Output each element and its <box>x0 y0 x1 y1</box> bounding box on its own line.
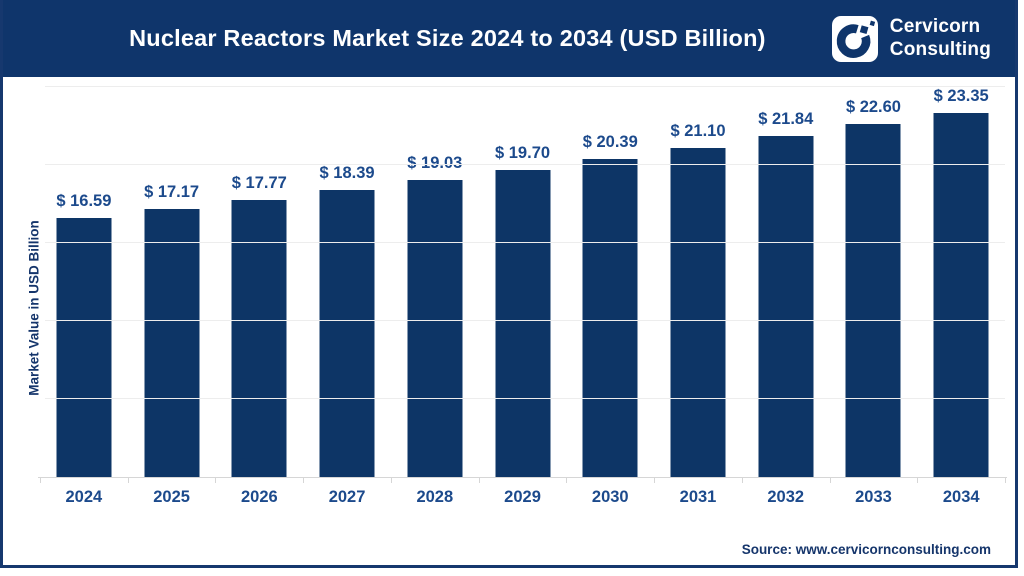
bar-series: $ 16.59 2024 $ 17.17 2025 $ 17.77 2026 $ 18.39… <box>40 86 1005 506</box>
x-axis-tick <box>40 477 41 483</box>
brand-name: Cervicorn Consulting <box>890 16 991 61</box>
data-label-2028: $ 19.03 <box>407 154 463 173</box>
bar-column-2025: $ 17.17 2025 <box>128 87 216 506</box>
bar-2032 <box>758 136 814 477</box>
data-label-2032: $ 21.84 <box>758 110 814 129</box>
source-text: Source: www.cervicornconsulting.com <box>741 542 991 557</box>
x-axis-tick <box>215 477 217 483</box>
x-axis-tick <box>303 477 305 483</box>
bar-column-2033: $ 22.60 2033 <box>830 87 918 506</box>
x-axis-tick <box>478 477 480 483</box>
x-tick-label-2030: 2030 <box>591 488 629 506</box>
cervicorn-logo-icon <box>831 15 878 62</box>
bar-column-2031: $ 21.10 2031 <box>654 87 742 506</box>
chart-title: Nuclear Reactors Market Size 2024 to 203… <box>129 25 766 51</box>
x-axis-line <box>38 477 1007 478</box>
x-tick-label-2028: 2028 <box>416 488 454 506</box>
bar-2026 <box>231 199 287 477</box>
gridline <box>45 164 1005 165</box>
data-label-2025: $ 17.17 <box>144 183 200 202</box>
x-axis-tick <box>741 477 743 483</box>
data-label-2026: $ 17.77 <box>231 173 287 192</box>
data-label-2030: $ 20.39 <box>582 132 638 151</box>
plot-area: $ 16.59 2024 $ 17.17 2025 $ 17.77 2026 $ 18.39… <box>38 86 1007 506</box>
gridline <box>45 86 1005 87</box>
bar-column-2030: $ 20.39 2030 <box>566 87 654 506</box>
bar-column-2028: $ 19.03 2028 <box>391 87 479 506</box>
x-tick-label-2029: 2029 <box>504 488 541 506</box>
x-axis-tick <box>127 477 129 483</box>
bar-column-2029: $ 19.70 2029 <box>479 87 567 506</box>
bar-2031 <box>670 147 726 477</box>
data-label-2024: $ 16.59 <box>56 192 112 211</box>
x-axis-tick <box>829 477 831 483</box>
x-tick-label-2027: 2027 <box>328 488 366 506</box>
bar-2030 <box>582 158 638 477</box>
bar-column-2027: $ 18.39 2027 <box>303 87 391 506</box>
x-tick-label-2026: 2026 <box>240 488 278 506</box>
gridline <box>45 242 1005 243</box>
bar-2025 <box>144 209 200 477</box>
bar-column-2032: $ 21.84 2032 <box>742 87 830 506</box>
x-axis-tick <box>654 477 656 483</box>
data-label-2027: $ 18.39 <box>319 164 375 183</box>
x-axis-tick <box>1005 477 1006 483</box>
data-label-2029: $ 19.70 <box>495 143 551 162</box>
data-label-2034: $ 23.35 <box>933 86 989 105</box>
bar-column-2034: $ 23.35 2034 <box>917 86 1005 506</box>
gridline <box>45 320 1005 321</box>
bar-2024 <box>56 218 112 477</box>
bar-2034 <box>933 112 989 477</box>
bar-2033 <box>845 124 901 477</box>
data-label-2033: $ 22.60 <box>845 98 901 117</box>
x-tick-label-2024: 2024 <box>65 488 103 506</box>
x-tick-label-2025: 2025 <box>153 488 190 506</box>
bar-2027 <box>319 190 375 477</box>
bar-2028 <box>407 180 463 477</box>
bar-column-2024: $ 16.59 2024 <box>40 87 128 506</box>
x-tick-label-2032: 2032 <box>767 488 805 506</box>
brand-logo: Cervicorn Consulting <box>831 15 991 62</box>
header-banner: Nuclear Reactors Market Size 2024 to 203… <box>3 0 1015 77</box>
bar-2029 <box>495 169 551 477</box>
brand-name-line1: Cervicorn <box>889 16 981 38</box>
brand-name-line2: Consulting <box>889 38 991 60</box>
x-axis-tick <box>390 477 392 483</box>
x-axis-tick <box>917 477 919 483</box>
x-tick-label-2031: 2031 <box>679 488 717 506</box>
x-tick-label-2034: 2034 <box>942 488 980 506</box>
bar-column-2026: $ 17.77 2026 <box>215 87 303 506</box>
x-tick-label-2033: 2033 <box>855 488 892 506</box>
data-label-2031: $ 21.10 <box>670 121 726 140</box>
x-axis-tick <box>566 477 568 483</box>
gridline <box>45 398 1005 399</box>
